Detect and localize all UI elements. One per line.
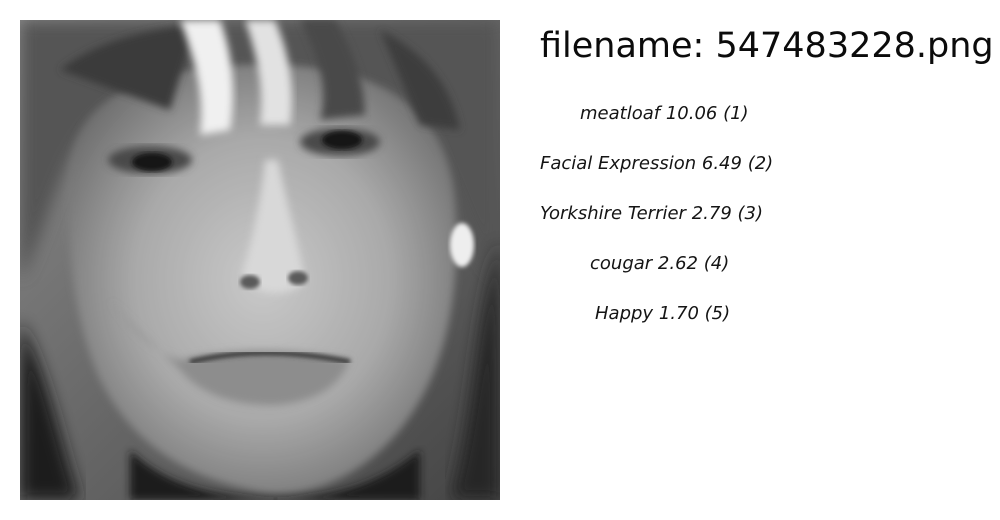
filename-value: 547483228.png (715, 26, 994, 66)
prediction-rank: (3) (737, 203, 764, 224)
prediction-score: 2.79 (691, 203, 732, 224)
prediction-label: Facial Expression (540, 153, 697, 174)
prediction-label: meatloaf (580, 103, 661, 124)
face-photo-drawing (20, 20, 500, 500)
prediction-label: Happy (595, 303, 654, 324)
filename-prefix: filename: (540, 26, 716, 66)
prediction-item: meatloaf 10.06 (1) (580, 100, 749, 128)
prediction-score: 1.70 (658, 303, 699, 324)
prediction-rank: (1) (723, 103, 749, 124)
prediction-rank: (2) (747, 153, 774, 174)
prediction-item: Facial Expression 6.49 (2) (540, 150, 773, 178)
prediction-rank: (4) (703, 253, 730, 274)
prediction-rank: (5) (704, 303, 731, 324)
prediction-item: Happy 1.70 (5) (595, 300, 730, 328)
prediction-item: cougar 2.62 (4) (590, 250, 729, 278)
prediction-label: cougar (590, 253, 653, 274)
prediction-item: Yorkshire Terrier 2.79 (3) (540, 200, 763, 228)
filename-heading: filename: 547483228.png (540, 24, 994, 68)
face-photo (20, 20, 500, 500)
prediction-score: 2.62 (657, 253, 698, 274)
prediction-label: Yorkshire Terrier (540, 203, 686, 224)
prediction-score: 10.06 (665, 103, 718, 124)
prediction-score: 6.49 (701, 153, 742, 174)
